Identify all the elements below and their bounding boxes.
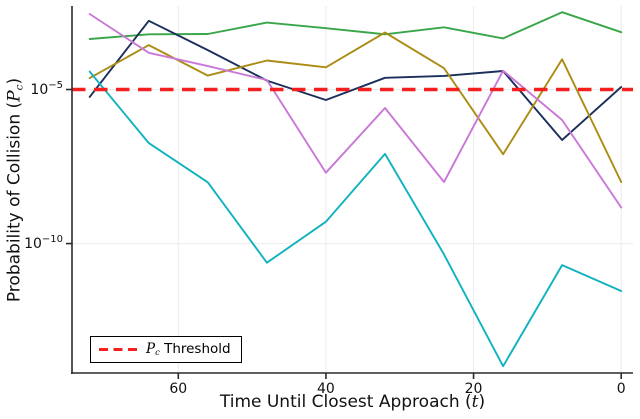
x-axis-label: Time Until Closest Approach (t) (72, 392, 633, 412)
series-group (88, 11, 623, 368)
series-green-line (88, 11, 623, 40)
legend-box: Pc Threshold (90, 336, 242, 363)
tick-marks (66, 88, 622, 379)
gridlines (72, 6, 633, 373)
y-axis-label-prefix: Probability of Collision ( (4, 101, 25, 303)
legend-label-suffix: Threshold (159, 341, 231, 358)
threshold-dash-sample (99, 347, 137, 352)
tick-labels: 60 40 20 0 10−5 10−10 (24, 80, 626, 397)
x-axis-label-suffix: ) (478, 392, 486, 412)
y-tick-label: 10−5 (30, 80, 63, 98)
x-tick-label: 60 (169, 381, 187, 397)
series-navy-line (88, 19, 623, 141)
y-axis-label: Probability of Collision (Pc) (5, 78, 26, 302)
y-axis-label-symbol: P (4, 90, 25, 102)
series-magenta-line (88, 13, 623, 209)
y-tick-label: 10−10 (24, 234, 63, 252)
legend-symbol-sub: c (155, 347, 160, 358)
legend-symbol: P (146, 341, 156, 358)
x-axis-label-symbol: t (471, 392, 479, 412)
x-tick-label: 0 (617, 381, 626, 397)
series-cyan-line (88, 70, 623, 368)
x-axis-label-prefix: Time Until Closest Approach ( (219, 392, 472, 412)
y-axis-label-symbol-sub: c (13, 84, 26, 91)
legend-label: Pc Threshold (146, 341, 231, 357)
x-tick-label: 40 (317, 381, 335, 397)
x-tick-label: 20 (465, 381, 483, 397)
y-axis-label-suffix: ) (4, 77, 25, 85)
series-gold-line (88, 31, 623, 183)
axes-spines (71, 6, 633, 374)
